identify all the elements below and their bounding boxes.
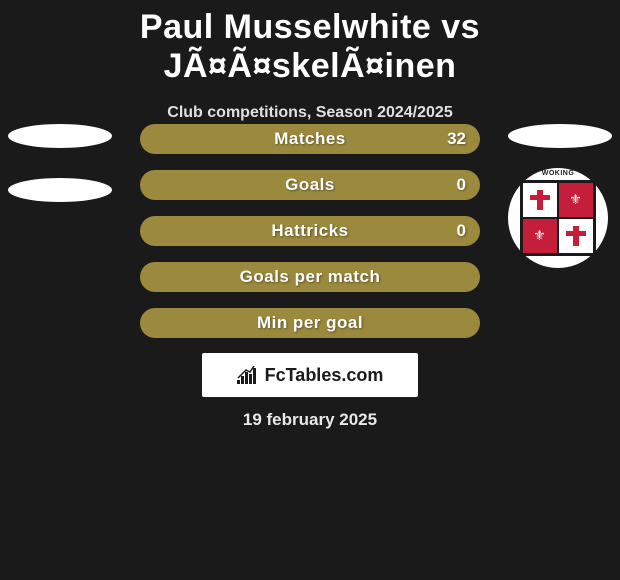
cross-icon xyxy=(537,190,544,210)
crest-text: WOKING xyxy=(508,170,608,177)
stats-container: Matches 32 Goals 0 Hattricks 0 Goals per match… xyxy=(140,124,480,354)
crest-quadrant xyxy=(558,218,594,254)
stat-label: Goals per match xyxy=(240,267,381,287)
crest-shield: ⚜ ⚜ xyxy=(520,180,596,256)
left-player-badges xyxy=(8,124,112,232)
crest-quadrant xyxy=(522,182,558,218)
date-text: 19 february 2025 xyxy=(0,410,620,430)
branding-text: FcTables.com xyxy=(265,365,384,386)
crest-quadrant: ⚜ xyxy=(558,182,594,218)
stat-bar: Hattricks 0 xyxy=(140,216,480,246)
page-title: Paul Musselwhite vs JÃ¤Ã¤skelÃ¤inen xyxy=(0,0,620,86)
fleur-icon: ⚜ xyxy=(533,228,547,245)
stat-label: Goals xyxy=(285,175,335,195)
stat-label: Min per goal xyxy=(257,313,363,333)
stat-label: Hattricks xyxy=(271,221,348,241)
chart-icon xyxy=(237,366,259,384)
stat-value: 0 xyxy=(457,175,466,195)
cross-icon xyxy=(573,226,580,246)
stat-label: Matches xyxy=(274,129,346,149)
club-crest: WOKING ⚜ ⚜ xyxy=(508,168,608,268)
stat-bar: Goals 0 xyxy=(140,170,480,200)
player-oval-badge xyxy=(508,124,612,148)
crest-quadrant: ⚜ xyxy=(522,218,558,254)
stat-bar: Matches 32 xyxy=(140,124,480,154)
stat-value: 0 xyxy=(457,221,466,241)
stat-value: 32 xyxy=(447,129,466,149)
right-player-badges: WOKING ⚜ ⚜ xyxy=(508,124,612,268)
branding-box[interactable]: FcTables.com xyxy=(202,353,418,397)
subtitle: Club competitions, Season 2024/2025 xyxy=(0,104,620,122)
stat-bar: Goals per match xyxy=(140,262,480,292)
fleur-icon: ⚜ xyxy=(569,192,583,209)
player-oval-badge xyxy=(8,124,112,148)
player-oval-badge xyxy=(8,178,112,202)
stat-bar: Min per goal xyxy=(140,308,480,338)
